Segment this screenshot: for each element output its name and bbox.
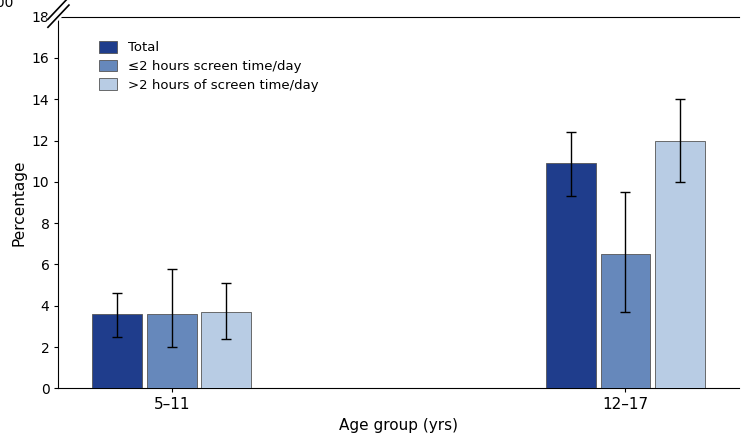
Bar [92,314,142,388]
Legend: Total, ≤2 hours screen time/day, >2 hours of screen time/day: Total, ≤2 hours screen time/day, >2 hour… [92,34,325,99]
X-axis label: Age group (yrs): Age group (yrs) [339,418,458,433]
Bar [601,254,650,388]
Bar [655,140,705,388]
Bar [546,163,596,388]
Y-axis label: Percentage: Percentage [11,159,26,246]
Bar [147,314,196,388]
Bar [201,312,251,388]
Text: 100: 100 [0,0,13,10]
